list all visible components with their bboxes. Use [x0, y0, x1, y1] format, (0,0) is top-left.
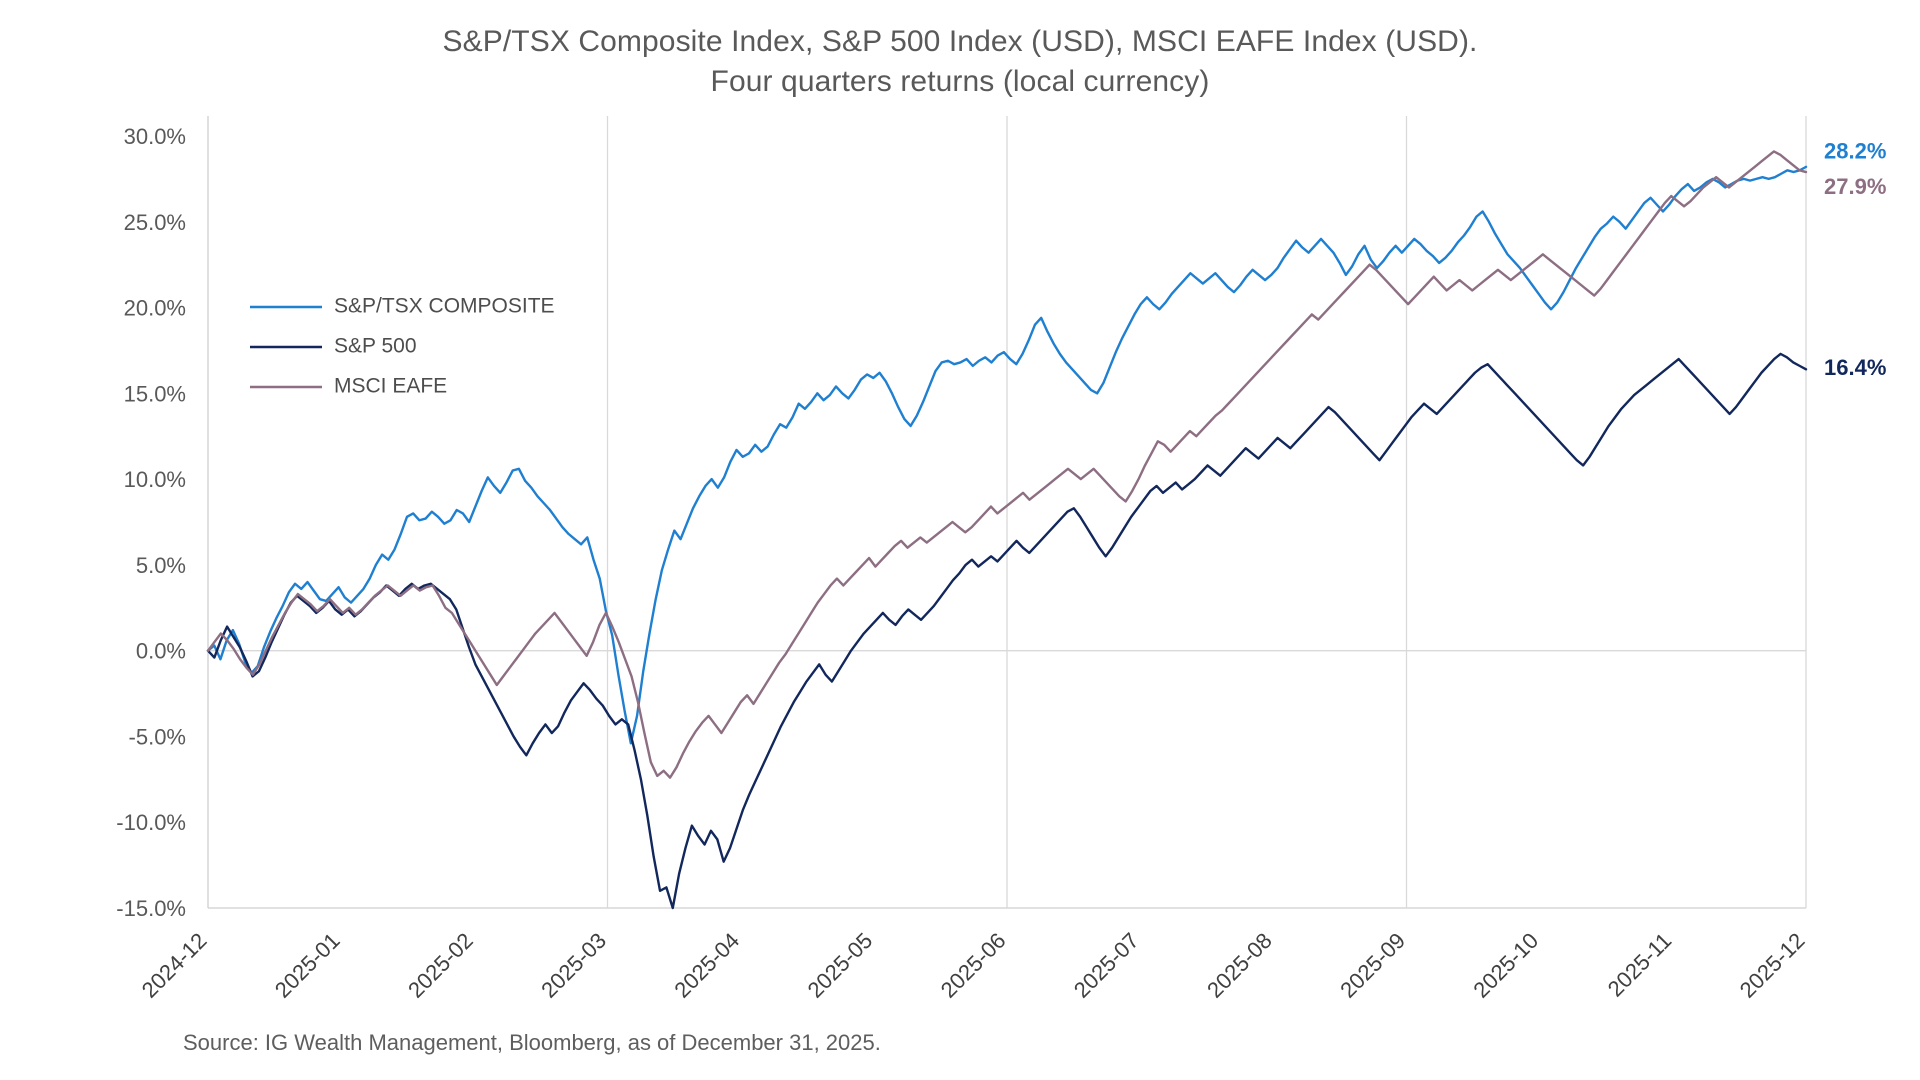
y-axis-tick-label: 10.0% [124, 467, 186, 492]
y-axis-tick-label: 20.0% [124, 296, 186, 321]
x-axis-tick-label: 2025-04 [669, 928, 744, 1003]
x-axis-tick-label: 2025-06 [936, 928, 1011, 1003]
legend-label: MSCI EAFE [334, 375, 447, 398]
series-line [206, 165, 1808, 745]
y-axis-tick-label: 15.0% [124, 381, 186, 406]
y-axis-tick-label: 5.0% [136, 553, 186, 578]
x-axis-tick-label: 2025-12 [1735, 928, 1810, 1003]
y-axis-tick-label: 30.0% [124, 124, 186, 149]
y-axis-labels: 30.0% 25.0% 20.0% 15.0% 10.0% 5.0% 0.0% -5.0% -1… [116, 124, 186, 921]
x-gridlines [606, 116, 1807, 908]
y-axis-tick-label: -10.0% [116, 810, 186, 835]
source-note: Source: IG Wealth Management, Bloomberg,… [183, 1030, 881, 1055]
x-axis-tick-label: 2025-01 [270, 928, 345, 1003]
x-axis-tick-label: 2024-12 [137, 928, 212, 1003]
series-line [206, 352, 1808, 910]
x-axis-labels: 2024-12 2025-01 2025-02 2025-03 2025-04 2025-… [137, 928, 1810, 1003]
x-axis-tick-label: 2025-03 [536, 928, 611, 1003]
x-axis-tick-label: 2025-09 [1335, 928, 1410, 1003]
x-axis-tick-label: 2025-07 [1069, 928, 1144, 1003]
series-line [206, 150, 1808, 779]
legend-item[interactable]: S&P 500 [250, 335, 417, 358]
legend-label: S&P/TSX COMPOSITE [334, 295, 555, 318]
y-axis-tick-label: -5.0% [129, 724, 186, 749]
x-axis-tick-label: 2025-11 [1603, 928, 1677, 1002]
legend-item[interactable]: S&P/TSX COMPOSITE [250, 295, 555, 318]
end-value-label: 16.4% [1824, 355, 1886, 380]
legend-label: S&P 500 [334, 335, 417, 358]
y-axis-tick-label: 0.0% [136, 639, 186, 664]
y-axis-tick-label: 25.0% [124, 210, 186, 235]
x-axis-tick-label: 2025-05 [803, 928, 878, 1003]
chart-legend[interactable]: S&P/TSX COMPOSITE S&P 500 MSCI EAFE [250, 295, 555, 398]
x-axis-tick-label: 2025-10 [1468, 928, 1543, 1003]
end-value-label: 28.2% [1824, 139, 1886, 164]
series-lines [206, 150, 1808, 910]
x-axis-tick-label: 2025-08 [1202, 928, 1277, 1003]
legend-item[interactable]: MSCI EAFE [250, 375, 447, 398]
end-value-label: 27.9% [1824, 174, 1886, 199]
x-axis-tick-label: 2025-02 [403, 928, 478, 1003]
y-axis-tick-label: -15.0% [116, 896, 186, 921]
end-value-labels: 28.2% 27.9% 16.4% [1824, 139, 1886, 380]
